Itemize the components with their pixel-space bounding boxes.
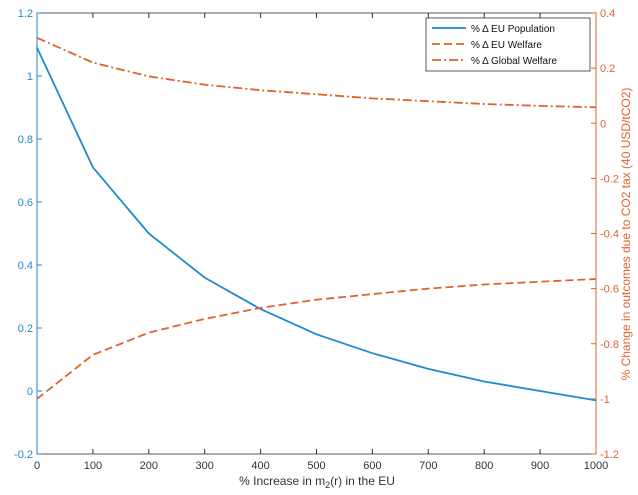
series-layer bbox=[36, 36, 597, 402]
left-tick-label: 1.2 bbox=[18, 8, 33, 20]
right-tick-label: -1.2 bbox=[600, 449, 619, 461]
left-tick-label: 0.6 bbox=[18, 197, 33, 209]
right-tick-label: -0.8 bbox=[600, 339, 619, 351]
x-tick-label: 500 bbox=[307, 460, 325, 472]
left-tick-label: -0.2 bbox=[14, 449, 33, 461]
plot-background bbox=[36, 12, 597, 455]
legend: % Δ EU Population % Δ EU Welfare % Δ Globa… bbox=[425, 17, 591, 72]
right-tick-label: -1 bbox=[600, 394, 610, 406]
x-tick-label: 800 bbox=[475, 460, 493, 472]
legend-items: % Δ EU Population % Δ EU Welfare % Δ Globa… bbox=[432, 24, 557, 67]
legend-label: % Δ EU Welfare bbox=[471, 40, 542, 51]
right-tick-label: 0.2 bbox=[600, 63, 615, 75]
x-tick-label: 200 bbox=[140, 460, 158, 472]
x-tick-label: 0 bbox=[34, 460, 40, 472]
x-tick-label: 400 bbox=[251, 460, 269, 472]
left-tick-label: 0.4 bbox=[18, 260, 33, 272]
right-tick-label: 0 bbox=[600, 118, 606, 130]
x-tick-label: 900 bbox=[531, 460, 549, 472]
x-axis-label-tail: (r) in the EU bbox=[330, 474, 395, 488]
x-tick-label: 100 bbox=[84, 460, 102, 472]
right-tick-label: -0.2 bbox=[600, 173, 619, 185]
series-line-2 bbox=[36, 278, 597, 400]
right-tick-label: -0.6 bbox=[600, 284, 619, 296]
x-axis-ticks: 0 100 200 300 400 500 600 700 800 900 1000 bbox=[34, 13, 608, 472]
right-tick-label: -0.4 bbox=[600, 229, 619, 241]
right-axis-label: % Change in outcomes due to CO2 tax (40 … bbox=[619, 88, 633, 381]
right-tick-label: 0.4 bbox=[600, 8, 615, 20]
x-tick-label: 700 bbox=[419, 460, 437, 472]
legend-label: % Δ Global Welfare bbox=[471, 56, 557, 67]
right-axis-label-group: % Change in outcomes due to CO2 tax (40 … bbox=[619, 88, 633, 381]
legend-label: % Δ EU Population bbox=[471, 24, 555, 35]
left-tick-label: 1 bbox=[27, 71, 33, 83]
x-axis-label-subscript: 2 bbox=[325, 480, 330, 490]
x-tick-label: 1000 bbox=[584, 460, 608, 472]
series-line-1 bbox=[36, 47, 597, 402]
x-axis-label: % Increase in m2(r) in the EU bbox=[239, 474, 395, 490]
left-tick-label: 0 bbox=[27, 386, 33, 398]
left-axis-ticks: -0.2 0 0.2 0.4 0.6 0.8 1 1.2 bbox=[14, 8, 42, 461]
x-tick-label: 600 bbox=[363, 460, 381, 472]
legend-box bbox=[425, 17, 591, 72]
right-axis-ticks: -1.2 -1 -0.8 -0.6 -0.4 -0.2 0 0.2 0.4 bbox=[591, 8, 619, 461]
x-tick-label: 300 bbox=[196, 460, 214, 472]
left-tick-label: 0.2 bbox=[18, 323, 33, 335]
left-tick-label: 0.8 bbox=[18, 134, 33, 146]
